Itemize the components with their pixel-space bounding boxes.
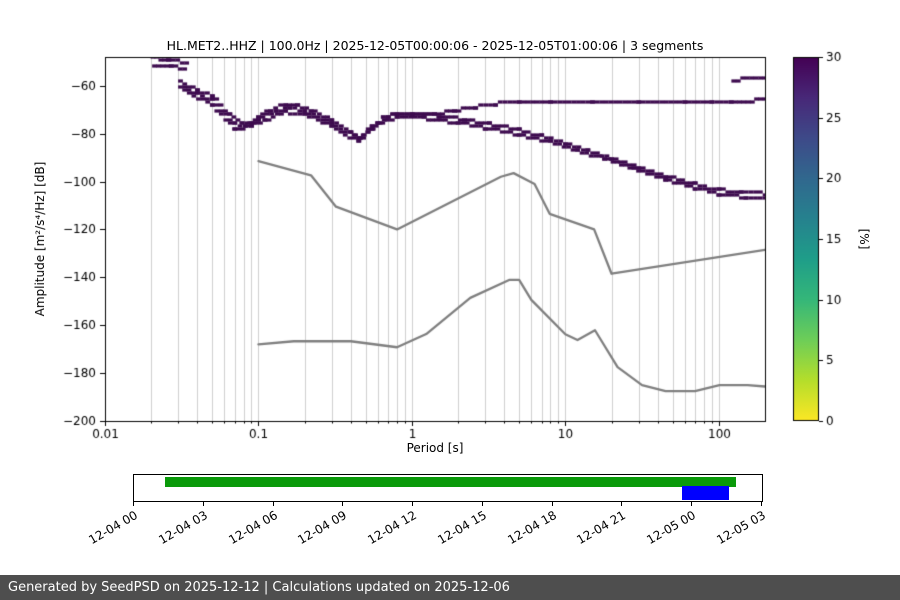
timeline-tick: [551, 502, 553, 506]
timeline-tick: [481, 502, 483, 506]
plot-title: HL.MET2..HHZ | 100.0Hz | 2025-12-05T00:0…: [166, 38, 704, 53]
timeline-tick: [761, 502, 762, 506]
y-axis-label: Amplitude [m²/s⁴/Hz] [dB]: [33, 161, 47, 317]
x-axis-label: Period [s]: [406, 441, 464, 455]
timeline-tick: [342, 502, 344, 506]
coverage-selected-blue: [682, 486, 729, 500]
timeline-tick: [202, 502, 204, 506]
timeline-tick: [412, 502, 414, 506]
coverage-timeline: [133, 474, 763, 502]
footer-bar: Generated by SeedPSD on 2025-12-12 | Cal…: [0, 575, 900, 600]
timeline-tick: [691, 502, 693, 506]
colorbar-label: [%]: [857, 228, 871, 250]
timeline-tick: [272, 502, 274, 506]
timeline-tick: [133, 502, 134, 506]
footer-text: Generated by SeedPSD on 2025-12-12 | Cal…: [8, 580, 510, 595]
timeline-tick: [621, 502, 623, 506]
coverage-data-green: [164, 477, 737, 487]
